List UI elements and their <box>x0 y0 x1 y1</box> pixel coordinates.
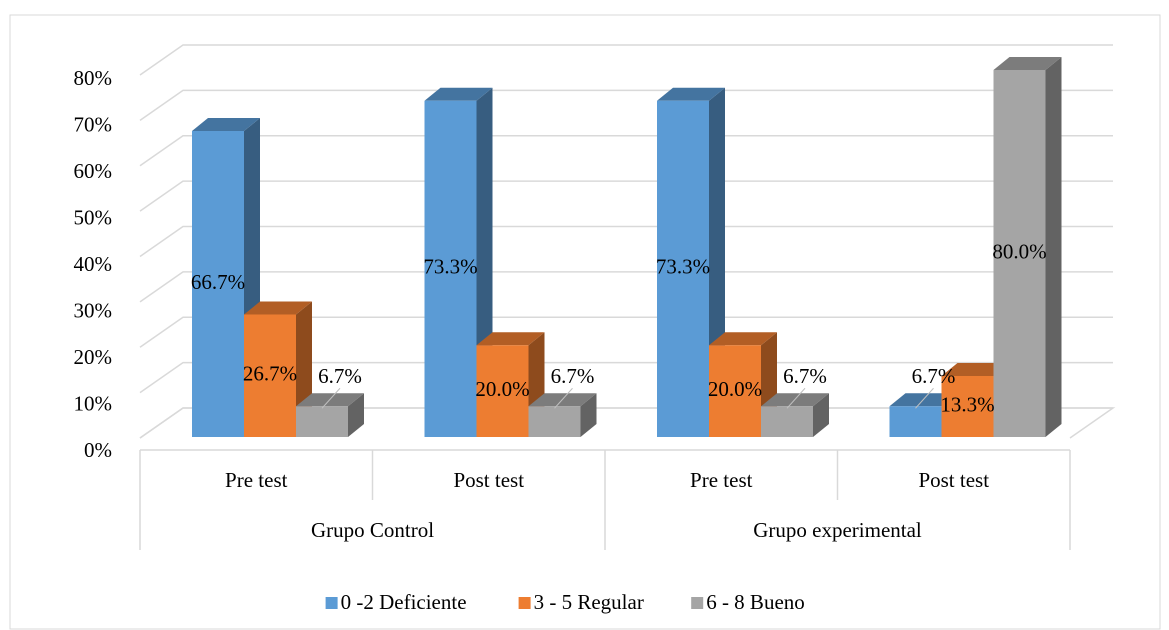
bar-face <box>657 100 709 437</box>
x-tick-label: Post test <box>453 468 524 492</box>
bar-face <box>296 406 348 437</box>
leader-line <box>915 387 934 409</box>
bar-face <box>424 87 493 101</box>
bar-face <box>476 345 529 437</box>
bar-face <box>348 393 364 437</box>
data-label: 73.3% <box>423 255 477 279</box>
bar-face <box>580 393 597 437</box>
data-label: 26.7% <box>243 362 297 386</box>
x-tick-label: Pre test <box>225 468 288 492</box>
bar-face <box>709 345 761 437</box>
bar <box>244 301 312 437</box>
grid-line <box>139 271 1113 303</box>
chart-frame <box>9 14 1161 630</box>
grid-line <box>139 361 1113 394</box>
bar-face <box>941 362 1010 376</box>
bar-face <box>192 118 260 132</box>
legend-swatch <box>518 597 531 609</box>
data-label: 66.7% <box>191 270 245 294</box>
bar <box>993 57 1062 437</box>
group-label: Grupo experimental <box>753 518 922 542</box>
bar-face <box>761 406 813 437</box>
bar-face <box>941 375 994 437</box>
y-tick-label: 0% <box>84 438 112 462</box>
bar-face <box>993 70 1046 437</box>
leader-line <box>786 387 806 409</box>
grid-line <box>139 225 1113 258</box>
bar-face <box>889 406 942 437</box>
bar <box>761 393 829 437</box>
x-tick-label: Post test <box>918 468 989 492</box>
legend-swatch <box>691 597 704 609</box>
bar <box>296 393 364 437</box>
legend-label: 6 - 8 Bueno <box>706 590 805 614</box>
grid-line <box>139 44 1113 76</box>
y-tick-label: 10% <box>74 391 113 415</box>
data-label: 73.3% <box>656 255 710 279</box>
bar-face <box>244 301 312 315</box>
grid-line <box>139 89 1113 121</box>
group-label: Grupo Control <box>311 518 434 542</box>
legend-label: 3 - 5 Regular <box>534 590 644 614</box>
leader-line <box>554 387 573 409</box>
y-tick-label: 20% <box>74 345 113 369</box>
y-tick-label: 50% <box>74 205 113 229</box>
bar-face <box>657 87 725 101</box>
legend-swatch <box>325 597 338 609</box>
x-tick-label: Pre test <box>690 468 753 492</box>
grid-line <box>139 316 1113 348</box>
data-label: 6.7% <box>912 364 956 388</box>
data-label: 20.0% <box>475 377 529 401</box>
y-tick-label: 80% <box>74 66 113 90</box>
bar-face <box>476 332 545 346</box>
legend-label: 0 -2 Deficiente <box>341 590 467 614</box>
data-label: 6.7% <box>551 364 595 388</box>
data-label: 6.7% <box>318 364 362 388</box>
data-label: 6.7% <box>783 364 827 388</box>
data-label: 13.3% <box>940 392 994 416</box>
data-label: 20.0% <box>708 377 762 401</box>
y-tick-label: 40% <box>74 252 113 276</box>
y-tick-label: 70% <box>74 112 113 136</box>
grid-line <box>139 135 1113 167</box>
bar-face <box>424 100 477 437</box>
bar-face <box>813 393 829 437</box>
data-label: 80.0% <box>992 239 1046 263</box>
floor <box>139 407 1116 439</box>
bar-face <box>709 332 777 346</box>
bar-face <box>993 57 1062 70</box>
bar-face <box>528 406 581 437</box>
leader-line <box>321 387 341 409</box>
bar-face <box>192 131 244 438</box>
y-tick-label: 30% <box>74 298 113 322</box>
grid-line <box>139 180 1113 212</box>
bar-face <box>244 314 296 437</box>
bar-face <box>1045 57 1062 437</box>
y-tick-label: 60% <box>74 159 113 183</box>
